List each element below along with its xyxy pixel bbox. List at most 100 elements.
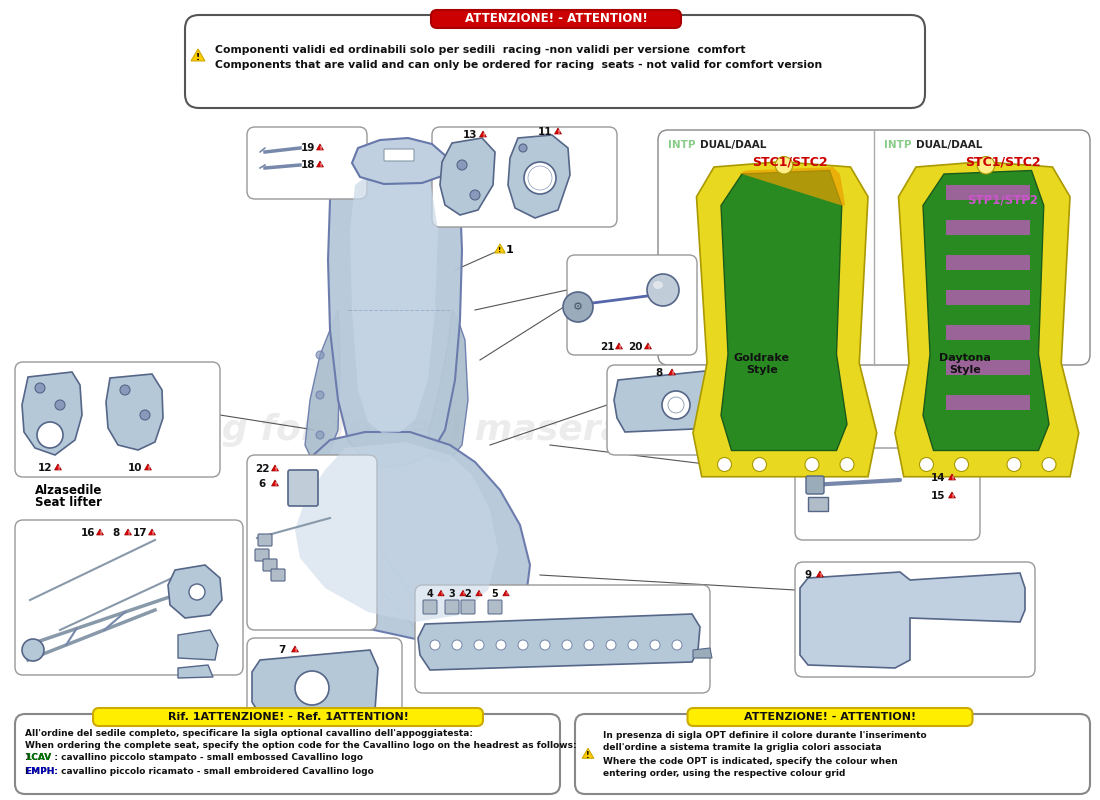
Polygon shape (946, 394, 1030, 410)
Polygon shape (428, 310, 468, 462)
Text: 20: 20 (628, 342, 642, 352)
FancyBboxPatch shape (15, 714, 560, 794)
Circle shape (452, 640, 462, 650)
FancyBboxPatch shape (271, 569, 285, 581)
Polygon shape (295, 442, 498, 622)
Polygon shape (554, 128, 561, 134)
Circle shape (55, 400, 65, 410)
Text: All'ordine del sedile completo, specificare la sigla optional cavallino dell'app: All'ordine del sedile completo, specific… (25, 730, 473, 738)
FancyBboxPatch shape (566, 255, 697, 355)
Text: !: ! (462, 592, 464, 596)
Polygon shape (495, 244, 505, 253)
Polygon shape (895, 162, 1079, 477)
Text: 3: 3 (449, 589, 455, 599)
Circle shape (955, 458, 968, 471)
FancyBboxPatch shape (15, 520, 243, 675)
Polygon shape (946, 219, 1030, 235)
Circle shape (562, 640, 572, 650)
Circle shape (752, 458, 767, 471)
Circle shape (120, 385, 130, 395)
FancyBboxPatch shape (575, 714, 1090, 794)
Polygon shape (55, 464, 62, 470)
Polygon shape (946, 325, 1030, 340)
Text: !: ! (482, 133, 484, 138)
Text: !: ! (950, 494, 953, 499)
Circle shape (524, 162, 556, 194)
Polygon shape (800, 572, 1025, 668)
Circle shape (519, 144, 527, 152)
Polygon shape (816, 571, 824, 577)
Polygon shape (508, 135, 570, 218)
Text: 13: 13 (463, 130, 477, 140)
Text: !: ! (147, 466, 150, 470)
Text: 12: 12 (37, 463, 53, 473)
FancyBboxPatch shape (446, 600, 459, 614)
Text: 8: 8 (112, 528, 120, 538)
Text: 10: 10 (128, 463, 142, 473)
Polygon shape (272, 480, 278, 486)
Circle shape (1042, 458, 1056, 471)
Polygon shape (350, 170, 438, 433)
Text: !: ! (274, 467, 276, 472)
Text: 8: 8 (656, 368, 662, 378)
Text: !: ! (498, 247, 502, 254)
Text: !: ! (505, 592, 507, 596)
Circle shape (840, 458, 854, 471)
FancyBboxPatch shape (795, 562, 1035, 677)
Text: STC1/STC2: STC1/STC2 (965, 155, 1041, 169)
Polygon shape (693, 162, 877, 477)
Circle shape (628, 640, 638, 650)
Text: 5: 5 (492, 589, 498, 599)
FancyBboxPatch shape (248, 127, 367, 199)
Polygon shape (720, 170, 847, 450)
Text: STP1/STP2: STP1/STP2 (968, 194, 1038, 206)
Polygon shape (317, 161, 323, 167)
Circle shape (805, 458, 820, 471)
Circle shape (35, 383, 45, 393)
Circle shape (518, 640, 528, 650)
Circle shape (496, 640, 506, 650)
Text: 16: 16 (80, 528, 96, 538)
Polygon shape (438, 590, 444, 596)
Polygon shape (440, 138, 495, 215)
Polygon shape (946, 290, 1030, 306)
Text: !: ! (274, 482, 276, 486)
Text: entering order, using the respective colour grid: entering order, using the respective col… (603, 770, 846, 778)
Polygon shape (738, 167, 845, 206)
Polygon shape (476, 590, 482, 596)
Text: 9: 9 (804, 570, 812, 580)
FancyBboxPatch shape (255, 549, 270, 561)
Text: !: ! (478, 592, 480, 596)
Circle shape (662, 391, 690, 419)
Text: 21: 21 (600, 342, 614, 352)
Text: !: ! (671, 371, 673, 376)
Polygon shape (124, 529, 132, 535)
FancyBboxPatch shape (15, 362, 220, 477)
Text: dell'ordine a sistema tramite la griglia colori associata: dell'ordine a sistema tramite la griglia… (603, 743, 881, 753)
Polygon shape (669, 369, 675, 375)
Text: 14: 14 (931, 473, 945, 483)
Circle shape (316, 351, 324, 359)
Text: 17: 17 (133, 528, 147, 538)
FancyBboxPatch shape (688, 708, 972, 726)
Text: !: ! (294, 648, 296, 653)
Polygon shape (265, 432, 530, 640)
FancyBboxPatch shape (288, 470, 318, 506)
Circle shape (668, 397, 684, 413)
Polygon shape (144, 464, 152, 470)
Polygon shape (178, 665, 213, 678)
Polygon shape (106, 374, 163, 450)
Text: When ordering the complete seat, specify the option code for the Cavallino logo : When ordering the complete seat, specify… (25, 742, 576, 750)
Text: 1CAV : cavallino piccolo stampato - small embossed Cavallino logo: 1CAV : cavallino piccolo stampato - smal… (25, 754, 363, 762)
Text: Where the code OPT is indicated, specify the colour when: Where the code OPT is indicated, specify… (603, 757, 898, 766)
Polygon shape (616, 343, 623, 349)
Text: Seat lifter: Seat lifter (35, 497, 102, 510)
FancyBboxPatch shape (384, 149, 414, 161)
FancyBboxPatch shape (263, 559, 277, 571)
Circle shape (776, 157, 793, 174)
Circle shape (470, 190, 480, 200)
Circle shape (650, 640, 660, 650)
Text: EMPH:: EMPH: (25, 766, 58, 775)
Text: 4: 4 (427, 589, 433, 599)
Circle shape (584, 640, 594, 650)
